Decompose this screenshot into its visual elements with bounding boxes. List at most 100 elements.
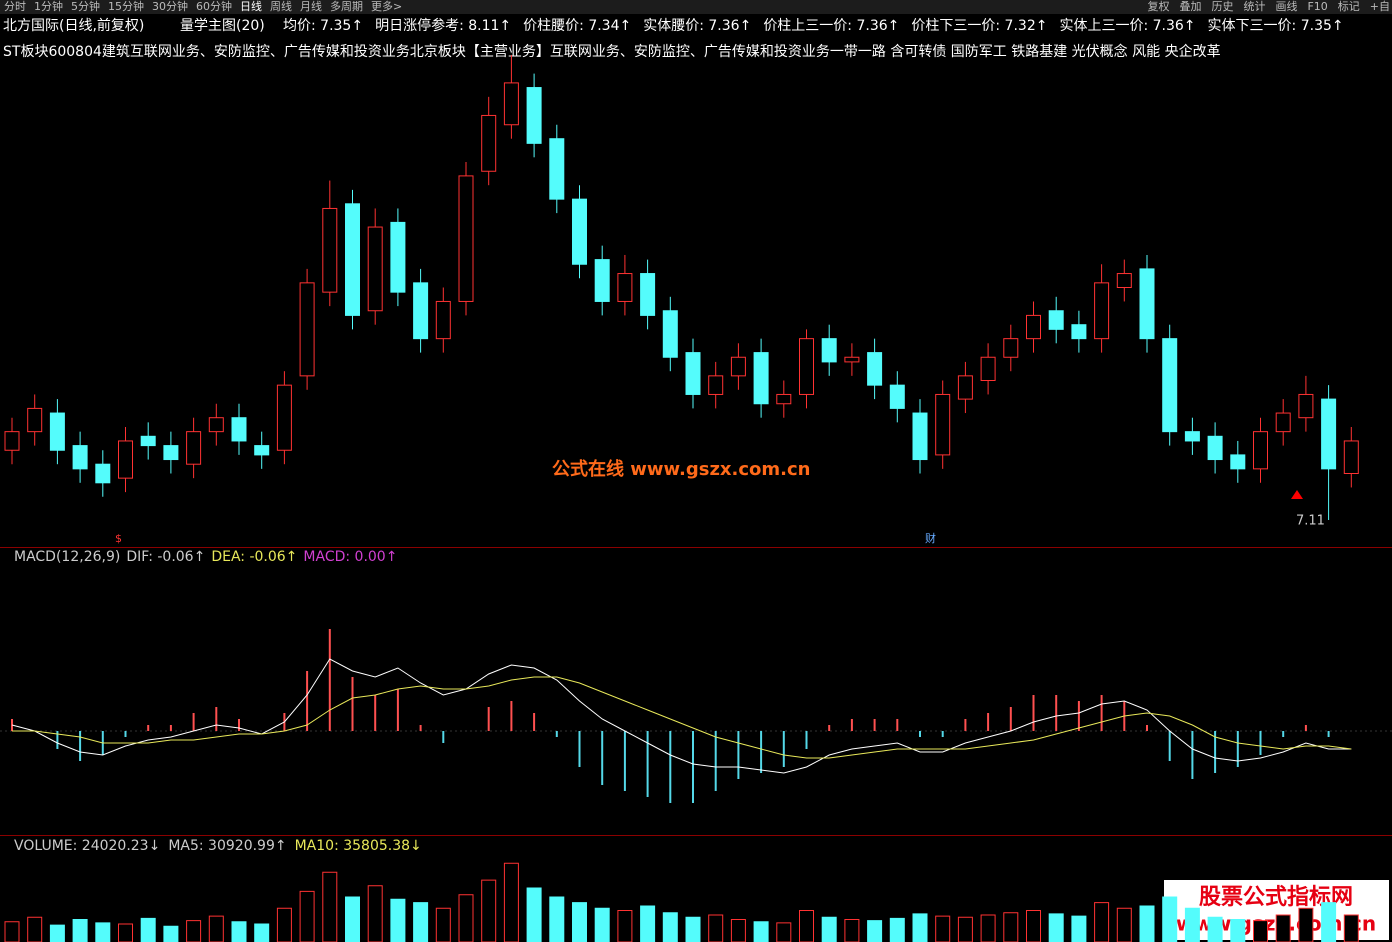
volume-bar: [367, 885, 383, 942]
candle-body: [186, 431, 202, 465]
volume-label: VOLUME: 24020.23↓: [14, 838, 160, 854]
toolbar-button[interactable]: 画线: [1275, 0, 1297, 13]
indicator-name: 量学主图(20): [180, 18, 265, 34]
toolbar-button[interactable]: 历史: [1211, 0, 1233, 13]
stock-title: 北方国际(日线,前复权): [3, 17, 144, 34]
candle-body: [594, 259, 610, 302]
candle-body: [95, 463, 111, 484]
volume-bar: [1298, 907, 1314, 942]
candle-body: [413, 282, 429, 340]
info-line: ST板块600804建筑互联网业务、安防监控、广告传媒和投资业务北京板块【主营业…: [3, 43, 1221, 60]
candle-body: [163, 445, 179, 461]
volume-bar: [753, 921, 769, 942]
volume-bar: [231, 921, 247, 942]
volume-bar: [458, 894, 474, 942]
toolbar-button[interactable]: 叠加: [1179, 0, 1201, 13]
toolbar-tab[interactable]: 周线: [270, 0, 292, 13]
volume-bar: [27, 916, 43, 942]
toolbar-tab[interactable]: 5分钟: [71, 0, 100, 13]
candle-body: [935, 393, 951, 456]
candle-body: [1230, 454, 1246, 470]
signal-arrow: [1291, 490, 1303, 499]
volume-bar: [254, 923, 270, 942]
volume-bar: [844, 919, 860, 942]
volume-bar: [1253, 920, 1268, 942]
candle-body: [572, 198, 587, 265]
volume-label: MA5: 30920.99↑: [168, 838, 286, 854]
candle-body: [799, 338, 814, 395]
candle-body: [208, 417, 224, 433]
candle-body: [1003, 338, 1019, 358]
watermark: 公式在线 www.gszx.com.cn: [552, 458, 810, 480]
volume-bar: [1048, 913, 1064, 942]
candle-body: [276, 384, 292, 451]
toolbar-button[interactable]: +自: [1370, 0, 1390, 13]
candle-body: [4, 431, 20, 451]
volume-bar: [481, 879, 497, 942]
candle-body: [730, 356, 746, 377]
toolbar-tab[interactable]: 更多>: [371, 0, 402, 13]
volume-bar: [957, 916, 973, 942]
candle-body: [957, 375, 973, 400]
volume-bar: [435, 907, 451, 942]
candle-body: [345, 203, 360, 316]
toolbar-tab[interactable]: 多周期: [330, 0, 363, 13]
candle-body: [867, 352, 883, 386]
volume-bar: [1162, 896, 1178, 942]
candle-body: [708, 375, 724, 395]
toolbar-tab[interactable]: 分时: [4, 0, 26, 13]
volume-bar: [345, 896, 360, 942]
toolbar-tab[interactable]: 15分钟: [108, 0, 144, 13]
volume-bar: [186, 920, 202, 942]
candle-body: [503, 82, 519, 126]
candle-body: [231, 417, 247, 442]
volume-bar: [640, 905, 656, 942]
volume-bar: [276, 907, 292, 942]
candle-body: [912, 412, 928, 461]
macd-label: DEA: -0.06↑: [211, 549, 297, 565]
toolbar-tab[interactable]: 60分钟: [196, 0, 232, 13]
candle-body: [549, 138, 565, 200]
toolbar-button[interactable]: 标记: [1338, 0, 1360, 13]
candle-body: [685, 352, 701, 395]
volume-bar: [503, 862, 519, 942]
candle-body: [617, 273, 633, 302]
candle-body: [889, 384, 905, 409]
candle-body: [1071, 324, 1087, 340]
toolbar-tab[interactable]: 日线: [240, 0, 262, 13]
macd-line: [12, 676, 1352, 759]
candle-body: [1026, 314, 1041, 340]
candle-body: [980, 356, 996, 381]
volume-bar: [118, 923, 133, 942]
volume-bar: [1343, 914, 1359, 942]
toolbar-button[interactable]: 统计: [1243, 0, 1265, 13]
candle-body: [27, 407, 43, 433]
toolbar-button[interactable]: 复权: [1147, 0, 1169, 13]
candle-body: [1298, 393, 1314, 419]
volume-bar: [821, 916, 837, 942]
macd-label: DIF: -0.06↑: [126, 549, 205, 565]
toolbar-tab[interactable]: 月线: [300, 0, 322, 13]
header-value: 价柱上三一价: 7.36↑: [763, 18, 899, 34]
toolbar-button[interactable]: F10: [1307, 0, 1327, 13]
volume-bar: [1003, 912, 1019, 942]
header-value: 实体下三一价: 7.35↑: [1208, 18, 1344, 34]
volume-bar: [980, 914, 996, 942]
macd-label: MACD(12,26,9): [14, 549, 120, 565]
candle-body: [1253, 431, 1268, 470]
volume-bar: [140, 917, 156, 942]
low-label: 7.11: [1296, 514, 1325, 529]
volume-bar: [1207, 916, 1223, 942]
header-value: 明日涨停参考: 8.11↑: [375, 17, 511, 34]
candle-body: [776, 393, 792, 405]
candle-body: [640, 273, 656, 316]
header-value: 实体腰价: 7.36↑: [643, 18, 751, 34]
header-value: 实体上三一价: 7.36↑: [1059, 18, 1195, 34]
toolbar-tab[interactable]: 1分钟: [34, 0, 63, 13]
volume-bar: [1139, 905, 1155, 942]
finance-marker: 财: [925, 531, 936, 545]
volume-bar: [799, 910, 814, 942]
candle-body: [390, 221, 406, 293]
toolbar-tab[interactable]: 30分钟: [152, 0, 188, 13]
